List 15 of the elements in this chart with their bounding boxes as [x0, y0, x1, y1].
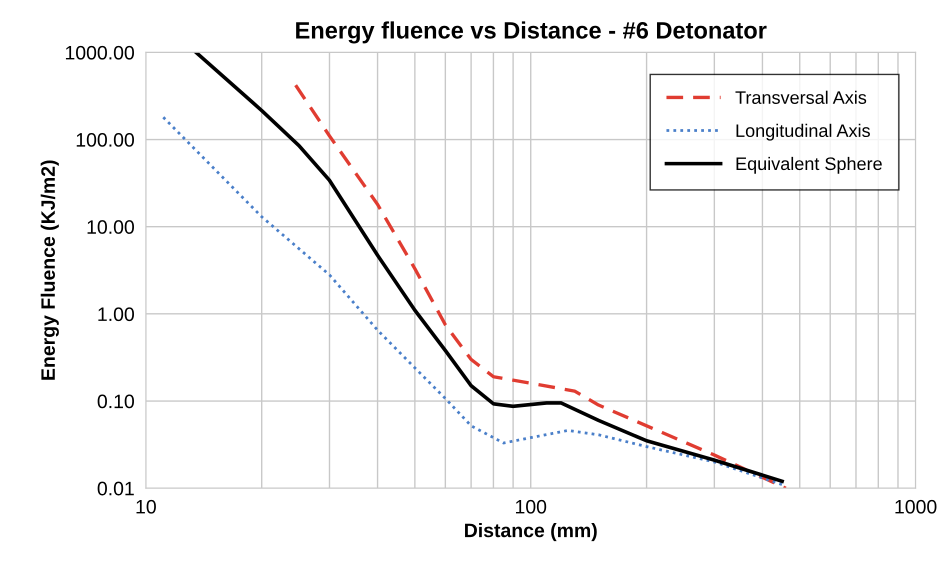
chart-title: Energy fluence vs Distance - #6 Detonator — [296, 21, 767, 44]
legend-label: Equivalent Sphere — [736, 156, 882, 174]
y-tick-label: 0.01 — [98, 482, 134, 496]
y-axis-title: Energy Fluence (KJ/m2) — [40, 160, 59, 380]
x-tick-label: 100 — [516, 500, 546, 514]
x-tick-label: 1000 — [895, 500, 936, 514]
y-tick-label: 1000.00 — [66, 46, 134, 60]
x-axis-title: Distance (mm) — [465, 522, 597, 542]
y-tick-label: 100.00 — [76, 132, 134, 147]
y-tick-label: 10.00 — [88, 220, 134, 234]
y-tick-label: 0.10 — [98, 394, 134, 408]
y-tick-label: 1.00 — [98, 307, 134, 322]
legend-label: Transversal Axis — [735, 90, 866, 104]
x-tick-label: 10 — [136, 500, 156, 514]
legend-label: Longitudinal Axis — [736, 124, 870, 141]
